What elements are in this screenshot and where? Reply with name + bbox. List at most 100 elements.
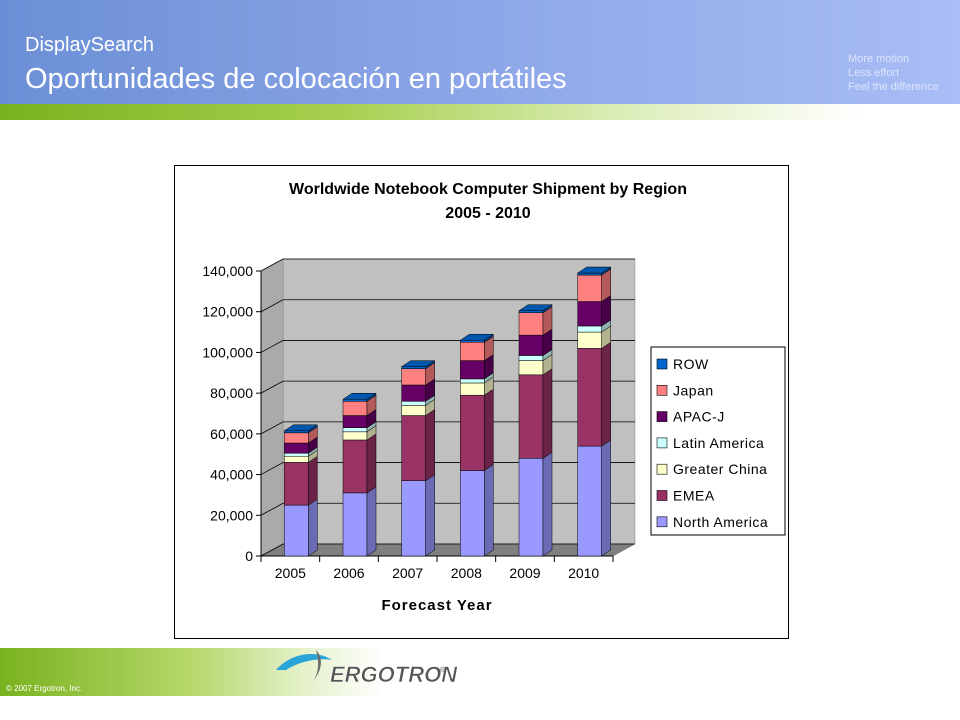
bar-segment [460, 382, 485, 396]
bar-top [518, 304, 553, 311]
legend-swatch [656, 437, 668, 449]
x-tick-label: 2010 [568, 565, 599, 581]
green-stripe [0, 104, 960, 120]
legend-swatch [656, 385, 668, 396]
bar-segment [460, 378, 485, 384]
bar-segment [518, 355, 544, 361]
bar-segment [577, 325, 602, 333]
bar-segment [460, 470, 485, 557]
legend-label: Japan [673, 382, 714, 398]
ergotron-logo: ERGOTRON ® [276, 650, 459, 687]
bar-segment [401, 401, 426, 406]
legend-swatch [656, 516, 668, 528]
legend-box [650, 346, 786, 536]
legend-label: ROW [673, 356, 709, 372]
gridline [260, 502, 635, 516]
bar-segment-side [366, 486, 377, 557]
bar-segment [518, 458, 544, 557]
bar-segment [518, 312, 544, 336]
y-tick-label: 40,000 [210, 467, 253, 483]
bar-segment [518, 360, 544, 376]
bar-top [576, 266, 612, 274]
gridline [260, 380, 635, 394]
bar-top [400, 360, 436, 367]
gridline [260, 543, 635, 557]
bar-segment-side [601, 341, 611, 447]
bar-segment [284, 430, 309, 434]
bar-segment [342, 439, 368, 494]
y-tick-label: 140,000 [202, 263, 253, 279]
logo-figure [312, 650, 321, 682]
bar-segment-side [484, 388, 494, 471]
bar-segment [577, 272, 602, 276]
x-tick-label: 2005 [275, 565, 306, 581]
gridline [260, 462, 635, 475]
bar-segment [284, 452, 309, 457]
y-tick-label: 20,000 [210, 507, 253, 523]
bar-segment [342, 415, 368, 429]
bar-segment [577, 301, 602, 327]
gridline [260, 258, 635, 272]
bar-segment-side [366, 433, 377, 494]
bar-segment [518, 334, 544, 356]
bar-top [459, 333, 495, 341]
legend-swatch [656, 463, 668, 475]
y-tick-label: 100,000 [202, 344, 253, 360]
motto-line-2: Less effort [848, 67, 900, 79]
motto-line-3: Feel the difference [848, 81, 939, 93]
bar-segment [284, 442, 309, 454]
plot-area: 0 20,000 40,000 60,000 80,000 100,000 120,000 1… [202, 258, 636, 581]
page-title: Oportunidades de colocación en portátile… [25, 63, 567, 95]
x-tick-label: 2006 [333, 565, 364, 581]
bar-segment [284, 462, 309, 506]
bar-top [342, 393, 377, 400]
bar-segment [342, 431, 368, 441]
bar-segment-side [425, 409, 435, 482]
gridline [260, 421, 635, 435]
legend-swatch [656, 358, 668, 370]
bar-segment-side [308, 455, 318, 506]
bar-segment-side [484, 464, 494, 557]
bar-segment [460, 339, 485, 343]
bar-segment [460, 342, 485, 361]
x-axis-label: Forecast Year [381, 597, 492, 614]
header-band: DisplaySearch Oportunidades de colocació… [0, 0, 960, 104]
brand-title: DisplaySearch [25, 34, 154, 56]
y-tick-label: 80,000 [210, 385, 253, 401]
bar-segment [401, 405, 426, 416]
legend-label: EMEA [673, 488, 715, 504]
legend: ROW Japan APAC-J Latin America Greater China… [650, 346, 786, 536]
bar-segment [284, 504, 309, 557]
chart-frame: Worldwide Notebook Computer Shipment by … [174, 165, 789, 639]
bar-top [283, 424, 319, 432]
bar-segment [518, 374, 544, 459]
bar-segment [401, 368, 426, 386]
logo-swoosh [276, 654, 332, 670]
legend-label: North America [673, 514, 768, 530]
motto: More motion Less effort Feel the differe… [848, 52, 939, 94]
motto-line-1: More motion [848, 53, 910, 65]
bar-segment [401, 415, 426, 481]
bar-segment [342, 427, 368, 433]
chart-svg: Worldwide Notebook Computer Shipment by … [202, 181, 786, 614]
logo-text: ERGOTRON [330, 662, 458, 687]
x-tick-label: 2009 [509, 565, 540, 581]
bar-segment [460, 394, 485, 471]
bar-segment-side [542, 451, 553, 557]
bar-segment [342, 399, 368, 402]
y-tick-label: 0 [245, 548, 253, 564]
bar-segment [284, 432, 309, 444]
bar-segment-side [425, 474, 435, 557]
chart-title: Worldwide Notebook Computer Shipment by … [289, 181, 687, 198]
copyright: © 2007 Ergotron, Inc. [6, 684, 83, 693]
bar-segment [518, 310, 544, 313]
bar-segment [401, 480, 426, 557]
bar-segment [401, 384, 426, 402]
logo-registered-mark: ® [440, 666, 446, 674]
bar-segment [577, 348, 602, 447]
side-wall [260, 258, 284, 557]
x-tick-label: 2008 [451, 565, 482, 581]
legend-label: Latin America [673, 435, 764, 451]
x-tick-label: 2007 [392, 565, 423, 581]
y-tick-label: 60,000 [210, 426, 253, 442]
